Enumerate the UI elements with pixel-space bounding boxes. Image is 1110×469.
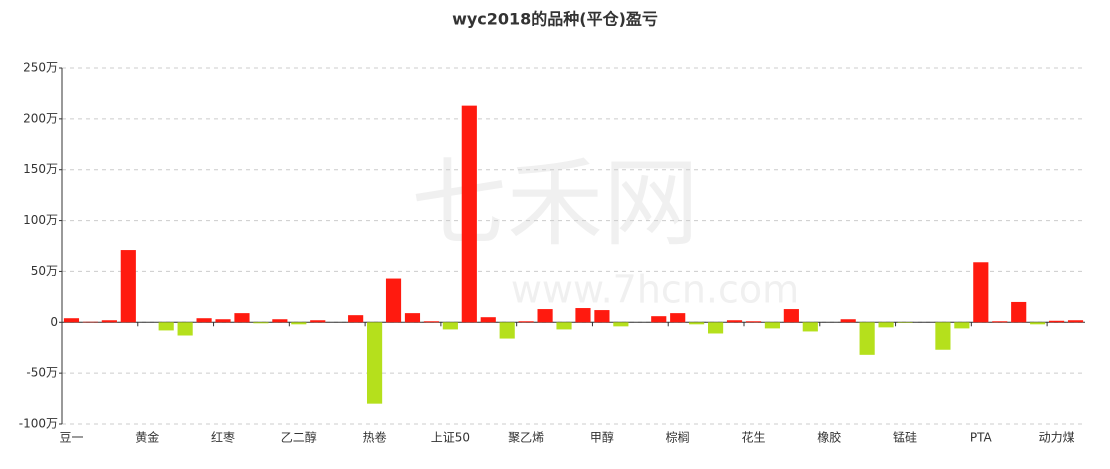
bar: [575, 308, 591, 323]
bar: [101, 320, 117, 323]
bar: [1030, 322, 1046, 325]
bar: [1011, 301, 1027, 323]
bar: [878, 322, 894, 328]
y-tick-label: 100万: [23, 213, 58, 227]
x-tick-label: 黄金: [135, 430, 159, 445]
bar: [992, 321, 1008, 323]
bar: [404, 313, 421, 323]
y-tick-label: 250万: [23, 61, 58, 75]
bar: [177, 322, 193, 336]
bar: [897, 322, 913, 323]
y-tick-label: 0: [50, 315, 58, 329]
bar: [840, 319, 856, 323]
x-tick-label: PTA: [970, 431, 993, 445]
y-tick-label: -100万: [19, 417, 58, 431]
bar: [82, 321, 98, 323]
bar: [651, 316, 667, 323]
bar: [253, 322, 269, 324]
bar: [461, 105, 477, 323]
x-tick-label: 热卷: [363, 430, 387, 445]
x-tick-label: 动力煤: [1039, 431, 1075, 445]
bar: [442, 322, 458, 330]
y-tick-label: -50万: [26, 366, 58, 380]
bar: [954, 322, 970, 329]
bar: [556, 322, 572, 330]
bar: [291, 322, 307, 325]
bar: [670, 313, 686, 323]
bar: [499, 322, 515, 339]
bar: [367, 322, 383, 404]
bar: [708, 322, 724, 334]
bar: [385, 278, 402, 323]
x-tick-label: 上证50: [431, 431, 470, 445]
x-tick-label: 锰硅: [893, 430, 917, 445]
bar: [234, 313, 250, 323]
bar: [1049, 320, 1065, 323]
bar: [158, 322, 174, 331]
bar: [726, 320, 743, 323]
x-tick-label: 甲醇: [590, 430, 614, 445]
y-tick-label: 50万: [31, 264, 58, 278]
bar: [310, 320, 326, 323]
bar: [272, 319, 288, 323]
x-tick-label: 棕榈: [666, 430, 690, 445]
x-tick-label: 豆一: [59, 431, 83, 445]
watermark: www.7hcn.com: [511, 268, 799, 312]
bar: [594, 310, 610, 323]
bar: [196, 318, 212, 323]
bar: [689, 322, 705, 325]
bar: [63, 318, 80, 323]
bar: [215, 319, 231, 323]
bar: [423, 321, 439, 323]
bar: [802, 322, 818, 332]
bar: [348, 315, 364, 323]
bar: [518, 321, 534, 323]
y-tick-label: 150万: [23, 162, 58, 176]
bar: [859, 322, 875, 355]
bar: [537, 309, 553, 323]
x-tick-label: 乙二醇: [281, 430, 317, 445]
bar: [783, 309, 799, 323]
bar: [764, 322, 780, 329]
chart-title: wyc2018的品种(平仓)盈亏: [452, 10, 658, 29]
bar: [120, 250, 136, 323]
y-tick-label: 200万: [23, 111, 58, 125]
x-tick-label: 花生: [741, 430, 765, 445]
bar: [745, 321, 762, 323]
watermark: 七禾网: [411, 147, 699, 259]
bar: [935, 322, 951, 350]
bar: [973, 262, 989, 323]
x-tick-label: 橡胶: [817, 430, 841, 445]
bar: [480, 317, 496, 323]
x-tick-label: 红枣: [211, 430, 235, 445]
x-tick-label: 聚乙烯: [508, 431, 544, 445]
bar: [1067, 320, 1084, 323]
bar: [613, 322, 629, 327]
